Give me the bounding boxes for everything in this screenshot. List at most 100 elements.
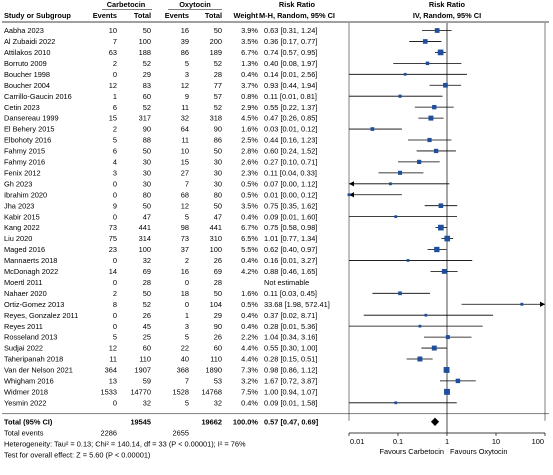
weight: 1.3%	[241, 59, 258, 68]
events-oxytocin: 12	[181, 201, 189, 210]
events-carbetocin: 8	[113, 300, 117, 309]
point-estimate	[520, 302, 524, 306]
total-oxytocin: 28	[214, 70, 222, 79]
header-events-oxytocin: Events	[165, 11, 189, 20]
events-carbetocin: 0	[113, 70, 117, 79]
events-carbetocin: 73	[109, 223, 117, 232]
total-carbetocin: 50	[143, 289, 151, 298]
total-carbetocin: 100	[139, 245, 151, 254]
total-carbetocin: 30	[143, 179, 151, 188]
total-oxytocin: 90	[214, 322, 222, 331]
weight: 2.6%	[241, 158, 258, 167]
events-carbetocin: 5	[113, 333, 117, 342]
risk-ratio-ci: 0.62 [0.40, 0.97]	[264, 245, 317, 254]
total-carbetocin: 69	[143, 267, 151, 276]
events-carbetocin: 4	[113, 158, 117, 167]
risk-ratio-ci: 0.98 [0.86, 1.12]	[264, 366, 317, 375]
point-estimate	[388, 182, 392, 186]
total-carbetocin: 50	[143, 147, 151, 156]
events-oxytocin: 27	[181, 168, 189, 177]
weight: 0.5%	[241, 300, 258, 309]
total-oxytocin: 50	[214, 147, 222, 156]
point-estimate	[347, 193, 351, 197]
study-name: Reyes 2011	[4, 322, 43, 331]
total-carbetocin: 26	[143, 311, 151, 320]
total-oxytocin: 47	[214, 212, 222, 221]
total-oxytocin: 200	[210, 37, 222, 46]
total-events-carbetocin: 2286	[101, 428, 117, 437]
total-carbetocin: 188	[139, 48, 151, 57]
study-name: Rosseland 2013	[4, 333, 57, 342]
total-oxytocin: 110	[210, 355, 222, 364]
weight: 2.3%	[241, 168, 258, 177]
events-carbetocin: 0	[113, 212, 117, 221]
x-tick-label: 10	[492, 437, 500, 446]
risk-ratio-ci: 0.11 [0.01, 0.81]	[264, 92, 317, 101]
events-carbetocin: 364	[105, 366, 117, 375]
total-events-oxytocin: 2655	[173, 428, 189, 437]
events-oxytocin: 18	[181, 289, 189, 298]
events-oxytocin: 37	[181, 245, 189, 254]
events-oxytocin: 64	[181, 125, 189, 134]
events-oxytocin: 12	[181, 81, 189, 90]
study-name: Taheripanah 2018	[4, 355, 63, 364]
risk-ratio-ci: 1.67 [0.72, 3.87]	[264, 377, 317, 386]
events-carbetocin: 75	[109, 234, 117, 243]
events-oxytocin: 7	[185, 377, 189, 386]
events-carbetocin: 11	[109, 355, 117, 364]
events-oxytocin: 39	[181, 37, 189, 46]
events-oxytocin: 11	[181, 103, 189, 112]
study-name: Kang 2022	[4, 223, 40, 232]
events-carbetocin: 63	[109, 48, 117, 57]
point-estimate	[418, 324, 422, 328]
total-events-label: Total events	[4, 428, 44, 437]
events-carbetocin: 23	[109, 245, 117, 254]
events-carbetocin: 0	[113, 278, 117, 287]
risk-ratio-ci: 0.01 [0.00, 0.12]	[264, 190, 317, 199]
point-estimate	[406, 259, 410, 262]
total-carbetocin: 60	[143, 92, 151, 101]
risk-ratio-ci: 0.16 [0.01, 3.27]	[264, 256, 317, 265]
point-estimate	[427, 137, 432, 143]
ci-arrow-left	[349, 181, 354, 187]
events-carbetocin: 0	[113, 179, 117, 188]
total-carbetocin: 83	[143, 81, 151, 90]
study-name: Boucher 1998	[4, 70, 50, 79]
weight: 5.5%	[241, 245, 258, 254]
events-oxytocin: 16	[181, 267, 189, 276]
study-name: Widmer 2018	[4, 387, 48, 396]
risk-ratio-ci: 0.14 [0.01, 2.56]	[264, 70, 317, 79]
point-estimate	[370, 127, 375, 131]
weight: 2.9%	[241, 103, 258, 112]
total-carbetocin: 45	[143, 322, 151, 331]
weight: 0.4%	[241, 398, 258, 407]
total-oxytocin: 441	[210, 223, 222, 232]
events-carbetocin: 2	[113, 59, 117, 68]
events-carbetocin: 2	[113, 125, 117, 134]
total-carbetocin: 47	[143, 212, 151, 221]
weight: 2.8%	[241, 147, 258, 156]
risk-ratio-ci: 0.47 [0.26, 0.85]	[264, 114, 317, 123]
risk-ratio-ci: 1.01 [0.77, 1.34]	[264, 234, 317, 243]
header-rr-left-method: M-H, Random, 95% CI	[259, 11, 335, 20]
point-estimate	[394, 215, 398, 219]
events-carbetocin: 2	[113, 289, 117, 298]
risk-ratio-ci: 0.40 [0.08, 1.97]	[264, 59, 317, 68]
weight: 0.4%	[241, 256, 258, 265]
risk-ratio-ci: 0.07 [0.00, 1.12]	[264, 179, 317, 188]
point-estimate	[455, 378, 461, 384]
point-estimate	[398, 291, 402, 296]
events-carbetocin: 0	[113, 322, 117, 331]
header-weight: Weight	[234, 11, 259, 20]
total-carbetocin: 30	[143, 158, 151, 167]
study-name: Whigham 2016	[4, 377, 54, 386]
total-carbetocin: 50	[143, 201, 151, 210]
risk-ratio-ci: 0.36 [0.17, 0.77]	[264, 37, 317, 46]
study-name: Carrillo-Gaucin 2016	[4, 92, 72, 101]
total-weight: 100.0%	[233, 417, 258, 426]
events-carbetocin: 14	[109, 267, 117, 276]
events-carbetocin: 0	[113, 311, 117, 320]
total-carbetocin: 441	[139, 223, 151, 232]
weight: 1.6%	[241, 125, 258, 134]
events-carbetocin: 15	[109, 114, 117, 123]
